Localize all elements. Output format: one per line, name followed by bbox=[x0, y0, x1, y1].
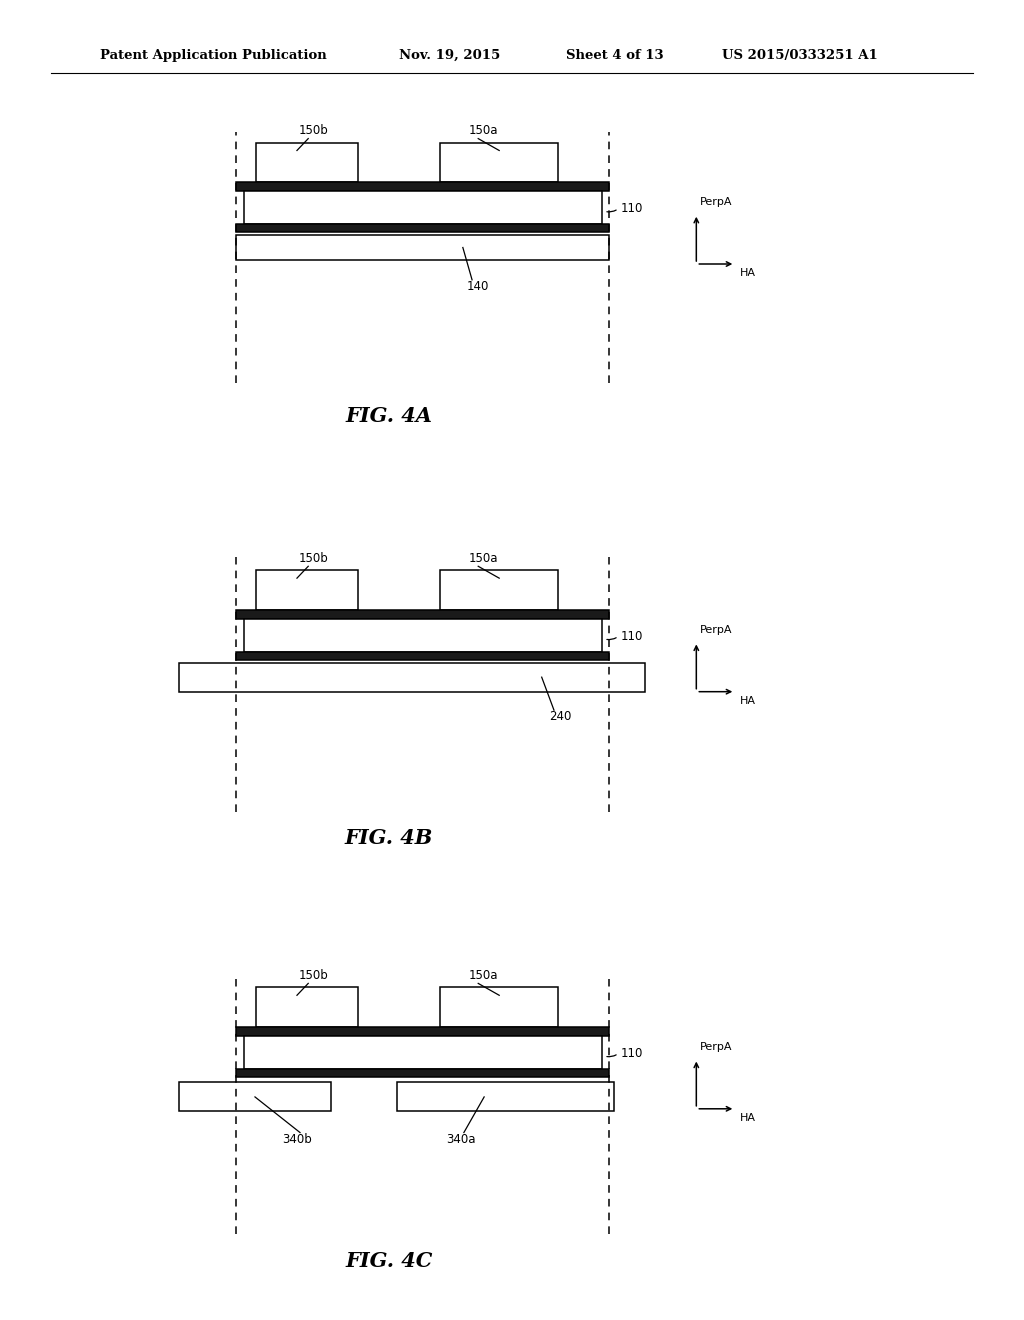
Text: PerpA: PerpA bbox=[699, 624, 732, 635]
Text: 150a: 150a bbox=[469, 552, 498, 565]
Bar bbox=[440, 143, 558, 182]
Text: 150b: 150b bbox=[298, 124, 329, 137]
Text: FIG. 4A: FIG. 4A bbox=[346, 405, 432, 426]
Text: 140: 140 bbox=[467, 280, 489, 293]
Text: FIG. 4B: FIG. 4B bbox=[345, 828, 433, 849]
Text: 110: 110 bbox=[621, 1047, 643, 1060]
Bar bbox=[440, 987, 558, 1027]
Text: 110: 110 bbox=[621, 202, 643, 215]
Bar bbox=[236, 652, 609, 660]
Bar bbox=[179, 1082, 331, 1111]
Bar bbox=[440, 570, 558, 610]
Bar bbox=[179, 663, 645, 692]
Text: 110: 110 bbox=[621, 630, 643, 643]
Text: 150b: 150b bbox=[298, 552, 329, 565]
Bar bbox=[236, 235, 609, 260]
Text: 150a: 150a bbox=[469, 124, 498, 137]
Text: 340b: 340b bbox=[282, 1133, 312, 1146]
Text: HA: HA bbox=[740, 1113, 757, 1123]
Bar bbox=[236, 182, 609, 191]
Text: HA: HA bbox=[740, 268, 757, 279]
Text: Nov. 19, 2015: Nov. 19, 2015 bbox=[399, 49, 501, 62]
Bar bbox=[244, 191, 602, 224]
Text: PerpA: PerpA bbox=[699, 197, 732, 207]
Text: 150a: 150a bbox=[469, 969, 498, 982]
Bar bbox=[236, 224, 609, 232]
Bar bbox=[236, 610, 609, 619]
Bar bbox=[256, 143, 358, 182]
Bar bbox=[244, 1036, 602, 1069]
Text: PerpA: PerpA bbox=[699, 1041, 732, 1052]
Bar bbox=[256, 987, 358, 1027]
Text: 150b: 150b bbox=[298, 969, 329, 982]
Text: US 2015/0333251 A1: US 2015/0333251 A1 bbox=[722, 49, 878, 62]
Text: Sheet 4 of 13: Sheet 4 of 13 bbox=[566, 49, 664, 62]
Bar bbox=[397, 1082, 614, 1111]
Text: HA: HA bbox=[740, 696, 757, 706]
Text: Patent Application Publication: Patent Application Publication bbox=[100, 49, 327, 62]
Text: 240: 240 bbox=[549, 710, 571, 723]
Bar bbox=[244, 619, 602, 652]
Bar bbox=[256, 570, 358, 610]
Text: 340a: 340a bbox=[446, 1133, 475, 1146]
Bar bbox=[236, 1069, 609, 1077]
Text: FIG. 4C: FIG. 4C bbox=[345, 1250, 433, 1271]
Bar bbox=[236, 1027, 609, 1036]
